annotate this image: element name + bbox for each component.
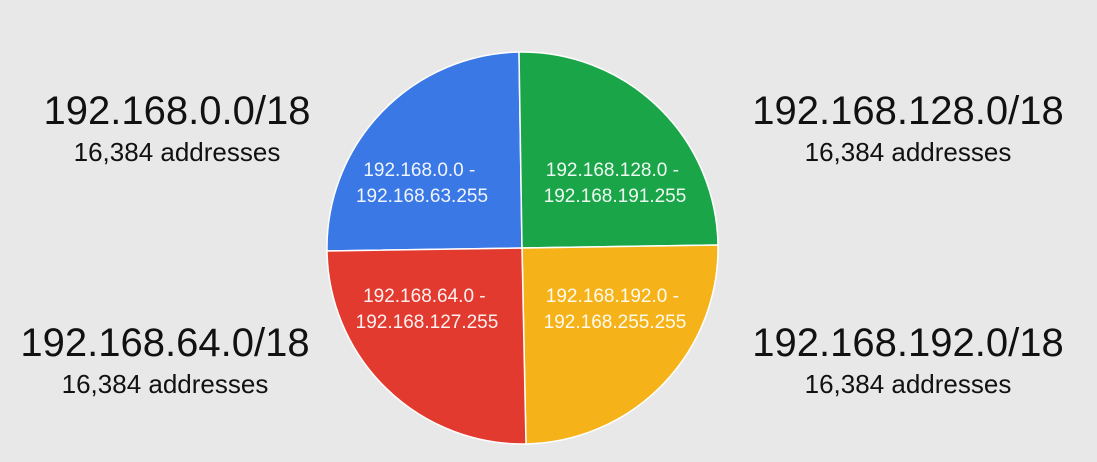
range-end: 192.168.191.255	[544, 186, 687, 207]
range-end: 192.168.127.255	[356, 312, 499, 333]
subnet-label-bottom-right: 192.168.192.0/18 16,384 addresses	[730, 320, 1086, 400]
quadrant-top-left	[326, 51, 523, 252]
range-end: 192.168.63.255	[356, 186, 488, 207]
subnet-address-count: 16,384 addresses	[61, 369, 269, 399]
address-space-pie: 192.168.0.0 - 192.168.63.255 192.168.128…	[326, 51, 719, 445]
range-start: 192.168.64.0 -	[363, 286, 486, 307]
subnet-cidr: 192.168.192.0/18	[752, 321, 1064, 365]
range-label-top-right: 192.168.128.0 - 192.168.191.255	[544, 160, 687, 207]
subnet-label-top-left: 192.168.0.0/18 16,384 addresses	[18, 88, 336, 168]
subnet-label-top-right: 192.168.128.0/18 16,384 addresses	[730, 88, 1086, 168]
range-start: 192.168.0.0 -	[363, 160, 475, 181]
range-end: 192.168.255.255	[544, 312, 687, 333]
subnet-cidr: 192.168.64.0/18	[20, 321, 310, 365]
subnet-address-count: 16,384 addresses	[804, 369, 1012, 399]
subnet-cidr: 192.168.0.0/18	[43, 89, 311, 133]
range-label-bottom-left: 192.168.64.0 - 192.168.127.255	[356, 286, 499, 333]
subnet-address-count: 16,384 addresses	[804, 137, 1012, 167]
quadrant-top-right	[518, 51, 719, 249]
range-start: 192.168.128.0 -	[546, 160, 679, 181]
quadrant-bottom-left	[326, 247, 527, 445]
range-label-top-left: 192.168.0.0 - 192.168.63.255	[356, 160, 488, 207]
subnet-address-count: 16,384 addresses	[73, 137, 281, 167]
subnet-cidr: 192.168.128.0/18	[752, 89, 1064, 133]
quadrant-bottom-right	[521, 244, 719, 445]
range-label-bottom-right: 192.168.192.0 - 192.168.255.255	[544, 286, 687, 333]
range-start: 192.168.192.0 -	[546, 286, 679, 307]
subnet-label-bottom-left: 192.168.64.0/18 16,384 addresses	[0, 320, 330, 400]
